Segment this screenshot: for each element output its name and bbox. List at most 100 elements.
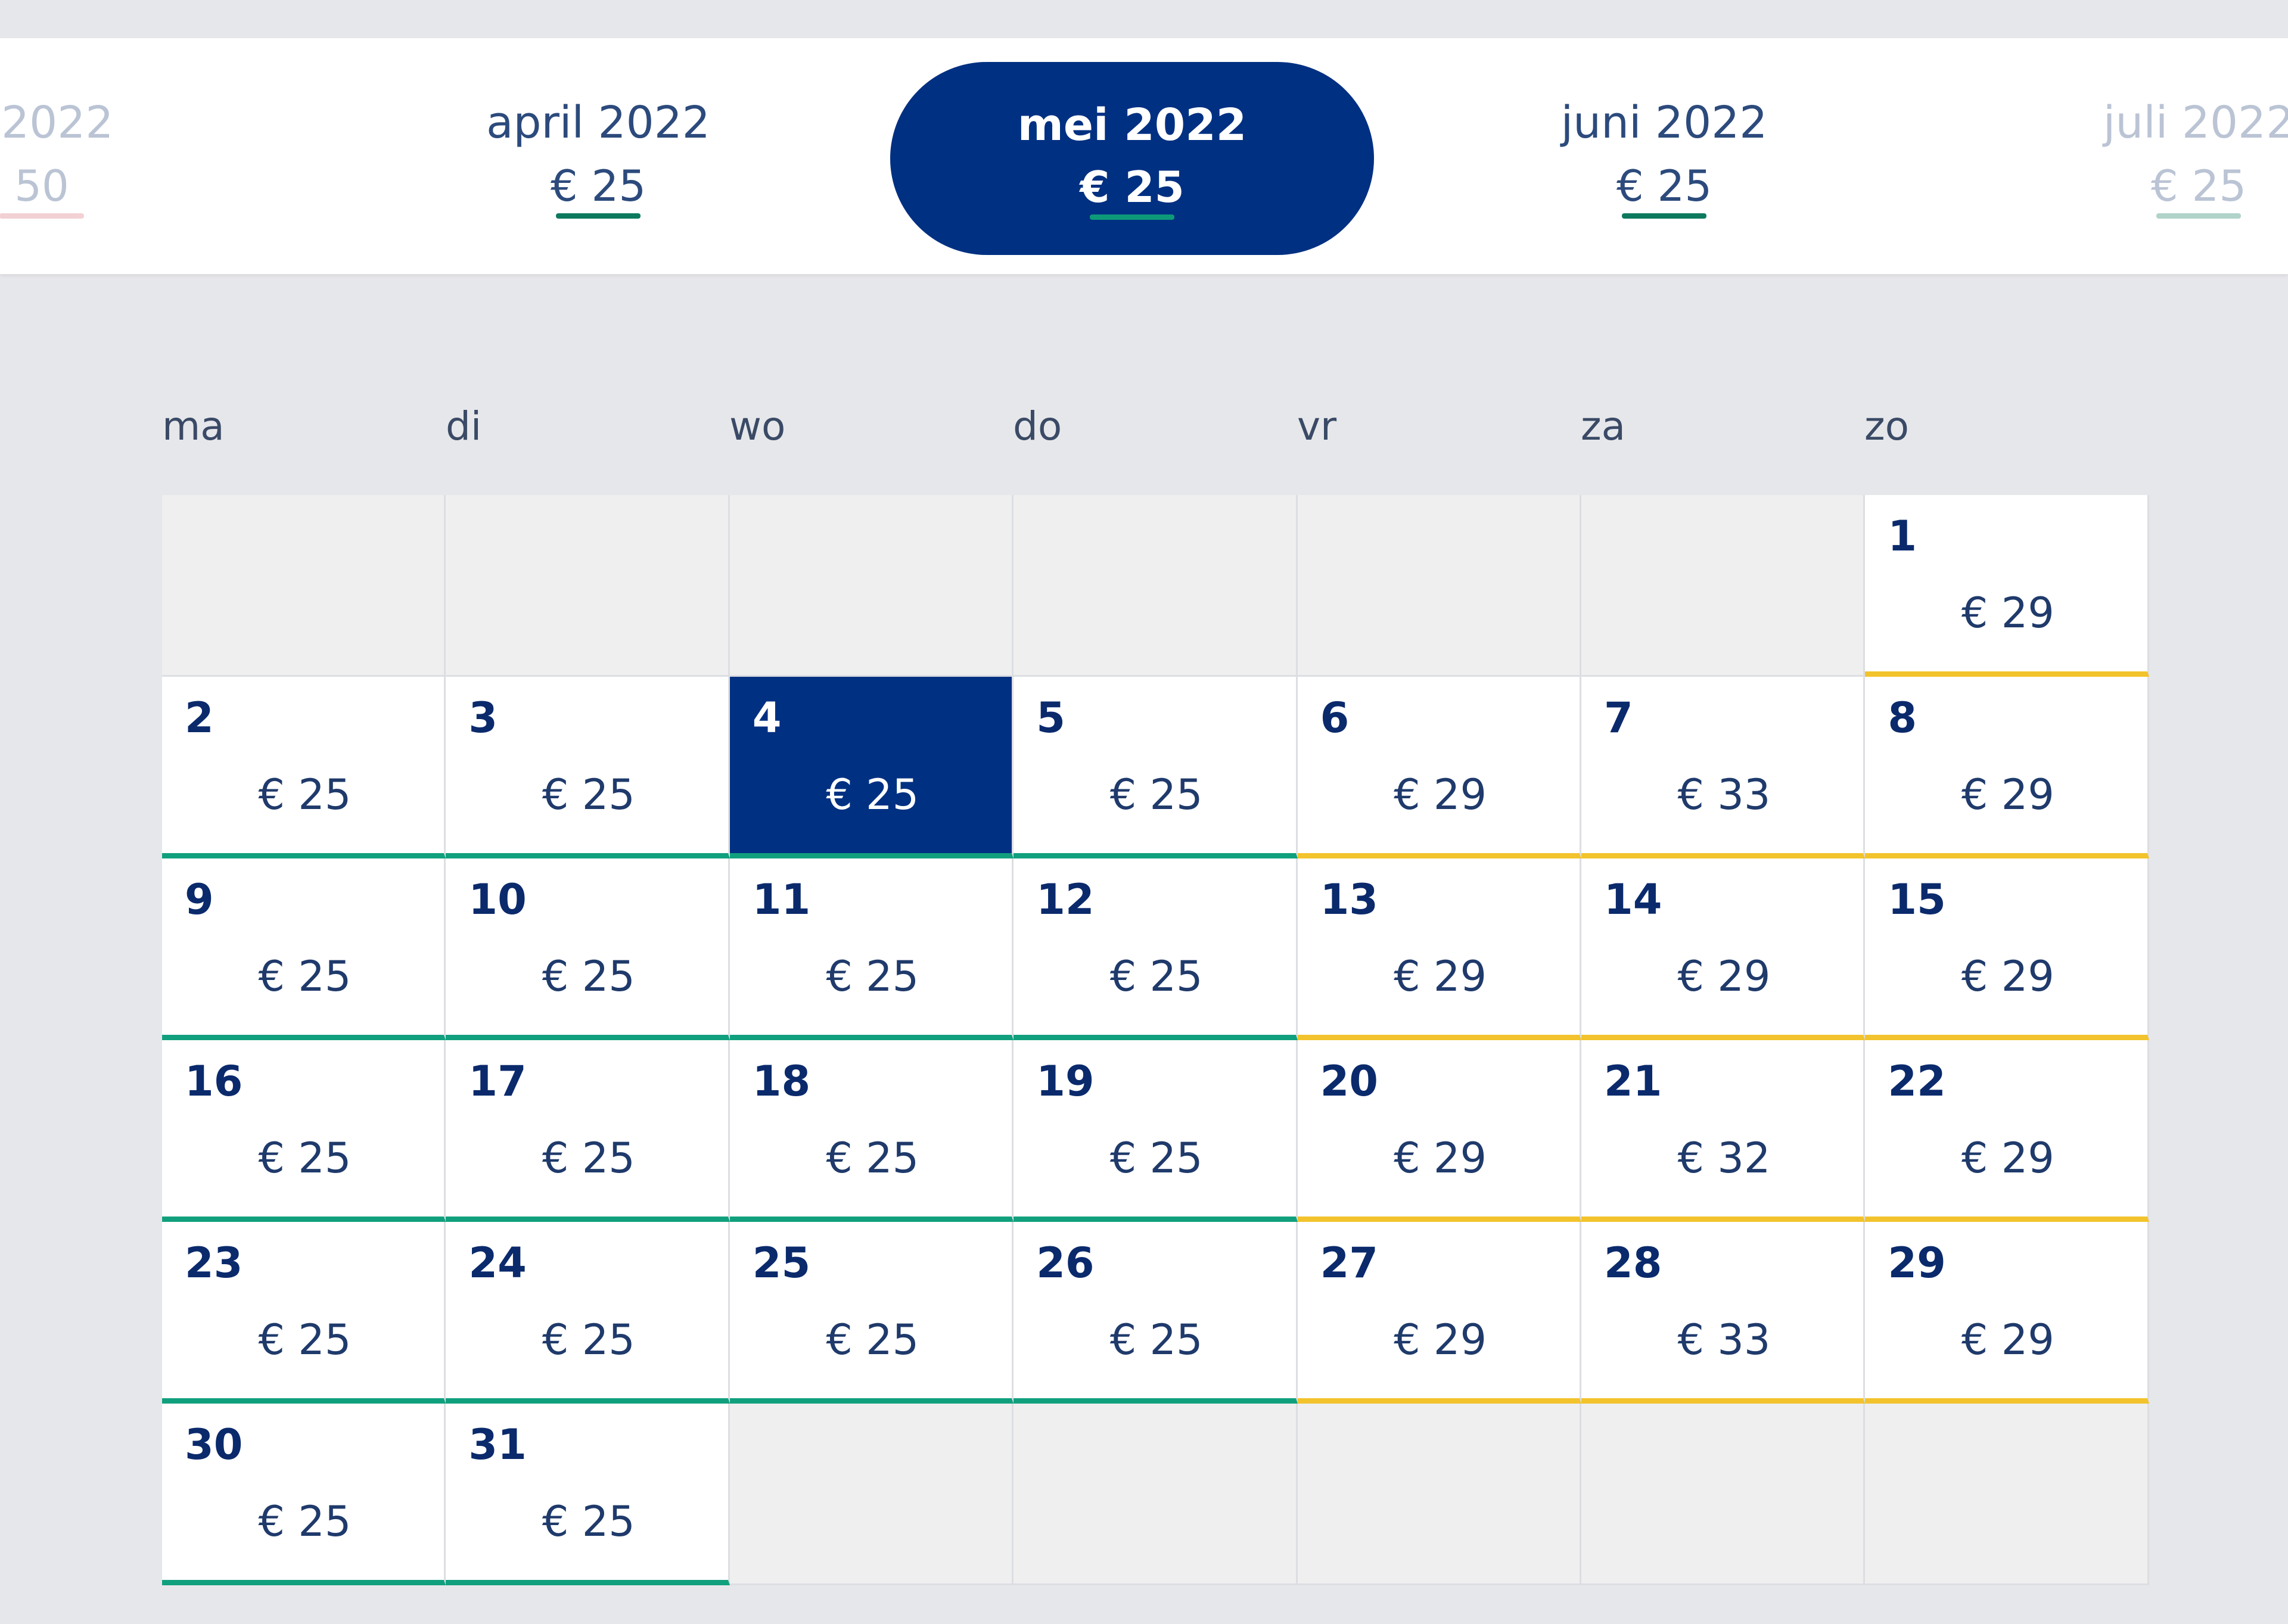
day-number: 8 <box>1888 693 1917 742</box>
calendar-day[interactable]: 2 € 25 <box>162 677 446 858</box>
month-name: mei 2022 <box>1017 99 1247 151</box>
day-number: 3 <box>468 693 498 742</box>
day-fare: € 29 <box>1961 1134 2054 1183</box>
day-fare: € 29 <box>1394 770 1487 819</box>
calendar-empty-cell <box>162 495 446 677</box>
calendar-day[interactable]: 26 € 25 <box>1014 1222 1298 1404</box>
calendar-day[interactable]: 14 € 29 <box>1581 858 1866 1040</box>
calendar-day[interactable]: 21 € 32 <box>1581 1040 1866 1222</box>
month-tab-july[interactable]: juli 2022 € 25 <box>2068 38 2288 274</box>
day-fare: € 29 <box>1961 770 2054 819</box>
day-number: 6 <box>1320 693 1350 742</box>
day-fare: € 29 <box>1961 1315 2054 1364</box>
day-fare: € 25 <box>1109 1134 1203 1183</box>
calendar-day-selected[interactable]: 4 € 25 <box>729 677 1014 858</box>
calendar-empty-cell <box>1865 1404 2149 1585</box>
day-number: 19 <box>1036 1057 1095 1106</box>
calendar-day[interactable]: 1 € 29 <box>1865 495 2149 677</box>
calendar-day[interactable]: 9 € 25 <box>162 858 446 1040</box>
month-price-indicator <box>1622 213 1706 219</box>
calendar-grid: 1 € 29 2 € 25 3 € 25 4 € 25 5 € 25 6 € 29 7 € 33 8 € 29… <box>162 495 2149 1585</box>
calendar-day[interactable]: 16 € 25 <box>162 1040 446 1222</box>
day-fare: € 25 <box>826 952 919 1001</box>
calendar-empty-cell <box>446 495 730 677</box>
calendar-day[interactable]: 19 € 25 <box>1014 1040 1298 1222</box>
month-name: t 2022 <box>0 97 114 148</box>
calendar-day[interactable]: 7 € 33 <box>1581 677 1866 858</box>
day-fare: € 25 <box>542 1134 635 1183</box>
day-fare: € 29 <box>1394 1315 1487 1364</box>
day-number: 10 <box>468 875 527 924</box>
month-price-indicator <box>2156 213 2241 219</box>
calendar-day[interactable]: 25 € 25 <box>729 1222 1014 1404</box>
month-price: € 25 <box>1080 162 1185 212</box>
day-number: 1 <box>1888 512 1917 561</box>
day-fare: € 25 <box>826 1134 919 1183</box>
month-price-indicator <box>1090 214 1174 220</box>
month-tab-march[interactable]: t 2022 50 <box>0 38 173 274</box>
calendar-day[interactable]: 8 € 29 <box>1865 677 2149 858</box>
weekday-label: zo <box>1864 403 1910 449</box>
weekday-label: vr <box>1297 403 1337 449</box>
month-name: juli 2022 <box>2103 97 2288 148</box>
day-number: 20 <box>1320 1057 1379 1106</box>
calendar-day[interactable]: 27 € 29 <box>1297 1222 1581 1404</box>
calendar-day[interactable]: 10 € 25 <box>446 858 730 1040</box>
calendar-day[interactable]: 17 € 25 <box>446 1040 730 1222</box>
weekday-label: di <box>446 403 482 449</box>
day-number: 27 <box>1320 1239 1379 1287</box>
calendar-day[interactable]: 30 € 25 <box>162 1404 446 1585</box>
calendar-day[interactable]: 29 € 29 <box>1865 1222 2149 1404</box>
calendar-day[interactable]: 11 € 25 <box>729 858 1014 1040</box>
calendar-empty-cell <box>1581 1404 1866 1585</box>
day-number: 7 <box>1604 693 1633 742</box>
day-fare: € 29 <box>1677 952 1771 1001</box>
calendar-empty-cell <box>1014 495 1298 677</box>
day-number: 4 <box>752 693 782 742</box>
month-price-indicator <box>556 213 641 219</box>
weekday-label: ma <box>162 403 225 449</box>
day-fare: € 29 <box>1961 589 2054 637</box>
day-fare: € 25 <box>258 770 352 819</box>
calendar-day[interactable]: 20 € 29 <box>1297 1040 1581 1222</box>
calendar-day[interactable]: 5 € 25 <box>1014 677 1298 858</box>
day-fare: € 25 <box>542 1497 635 1546</box>
day-number: 29 <box>1888 1239 1946 1287</box>
calendar-day[interactable]: 28 € 33 <box>1581 1222 1866 1404</box>
day-fare: € 25 <box>1109 952 1203 1001</box>
month-price: 50 <box>14 161 69 211</box>
day-number: 26 <box>1036 1239 1095 1287</box>
month-tab-may-selected[interactable]: mei 2022 € 25 <box>890 62 1374 255</box>
month-name: juni 2022 <box>1560 97 1768 148</box>
calendar-day[interactable]: 18 € 25 <box>729 1040 1014 1222</box>
month-tab-june[interactable]: juni 2022 € 25 <box>1533 38 1795 274</box>
day-fare: € 32 <box>1677 1134 1771 1183</box>
calendar-day[interactable]: 22 € 29 <box>1865 1040 2149 1222</box>
calendar-empty-cell <box>1014 1404 1298 1585</box>
day-number: 28 <box>1604 1239 1662 1287</box>
day-fare: € 25 <box>258 1497 352 1546</box>
calendar-empty-cell <box>1297 1404 1581 1585</box>
calendar-empty-cell <box>729 1404 1014 1585</box>
calendar-day[interactable]: 23 € 25 <box>162 1222 446 1404</box>
day-fare: € 29 <box>1961 952 2054 1001</box>
calendar-day[interactable]: 15 € 29 <box>1865 858 2149 1040</box>
day-fare: € 33 <box>1677 770 1771 819</box>
weekday-label: wo <box>729 403 786 449</box>
calendar-day[interactable]: 31 € 25 <box>446 1404 730 1585</box>
month-tab-april[interactable]: april 2022 € 25 <box>467 38 729 274</box>
day-number: 31 <box>468 1420 527 1469</box>
month-price: € 25 <box>1616 161 1712 211</box>
day-number: 15 <box>1888 875 1946 924</box>
calendar-day[interactable]: 12 € 25 <box>1014 858 1298 1040</box>
day-fare: € 25 <box>1109 770 1203 819</box>
day-fare: € 25 <box>258 1134 352 1183</box>
month-price: € 25 <box>550 161 646 211</box>
day-number: 17 <box>468 1057 527 1106</box>
calendar-day[interactable]: 24 € 25 <box>446 1222 730 1404</box>
day-fare: € 25 <box>826 1315 919 1364</box>
day-number: 14 <box>1604 875 1662 924</box>
calendar-day[interactable]: 3 € 25 <box>446 677 730 858</box>
calendar-day[interactable]: 6 € 29 <box>1297 677 1581 858</box>
calendar-day[interactable]: 13 € 29 <box>1297 858 1581 1040</box>
